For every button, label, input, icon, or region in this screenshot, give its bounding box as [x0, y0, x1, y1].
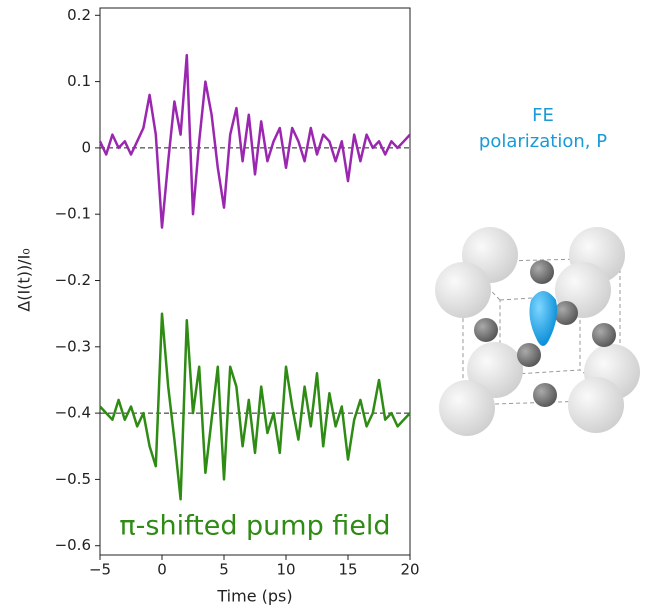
atom	[554, 301, 578, 325]
y-tick-label: 0.1	[67, 72, 91, 90]
x-tick-label: 5	[219, 561, 229, 579]
y-tick-label: −0.5	[55, 470, 91, 488]
atom	[530, 260, 554, 284]
x-tick-label: −5	[89, 561, 111, 579]
atom	[517, 343, 541, 367]
x-tick-label: 15	[338, 561, 357, 579]
annotation: π-shifted pump field	[119, 511, 390, 542]
x-tick-label: 20	[400, 561, 419, 579]
x-tick-label: 10	[276, 561, 295, 579]
y-tick-label: 0	[81, 138, 91, 156]
x-axis-label: Time (ps)	[216, 587, 292, 606]
atom	[568, 377, 624, 433]
series-line	[98, 53, 411, 229]
y-tick-label: −0.4	[55, 404, 91, 422]
polarization-lobe	[529, 291, 558, 346]
side-label: polarization, P	[479, 131, 607, 152]
x-tick-label: 0	[157, 561, 167, 579]
atom	[474, 318, 498, 342]
series-line	[99, 312, 411, 501]
atom	[533, 383, 557, 407]
y-axis-label: Δ(I(t))/I₀	[15, 248, 34, 311]
y-tick-label: −0.6	[55, 536, 91, 554]
crystal-atoms	[435, 227, 640, 436]
y-tick-label: −0.1	[55, 205, 91, 223]
y-tick-label: −0.3	[55, 337, 91, 355]
atom	[435, 262, 491, 318]
y-tick-label: −0.2	[55, 271, 91, 289]
atom	[592, 323, 616, 347]
side-label: FE	[532, 105, 554, 126]
plot-frame	[99, 7, 411, 556]
y-tick-label: 0.2	[67, 6, 91, 24]
atom	[439, 380, 495, 436]
